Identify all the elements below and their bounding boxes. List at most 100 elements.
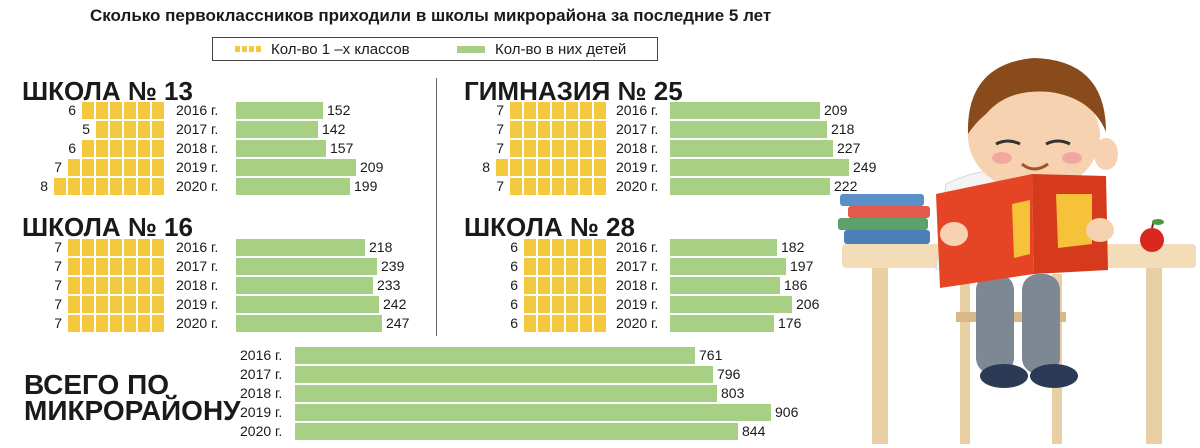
children-value-label: 206: [796, 296, 820, 312]
class-square: [152, 277, 164, 294]
year-label: 2016 г.: [240, 347, 283, 363]
class-square: [124, 258, 136, 275]
children-bar: [236, 277, 373, 294]
class-square: [152, 296, 164, 313]
children-bar: [236, 178, 350, 195]
class-square: [510, 159, 522, 176]
class-square: [138, 315, 150, 332]
year-label: 2019 г.: [240, 404, 283, 420]
class-square: [138, 159, 150, 176]
year-label: 2016 г.: [176, 102, 219, 118]
class-square: [110, 258, 122, 275]
children-bar: [236, 258, 377, 275]
class-square: [110, 277, 122, 294]
children-value-label: 186: [784, 277, 808, 293]
class-square: [580, 178, 592, 195]
class-count-label: 6: [510, 315, 518, 331]
class-square: [152, 140, 164, 157]
class-square: [566, 178, 578, 195]
class-square: [566, 102, 578, 119]
class-square: [110, 178, 122, 195]
class-square: [594, 140, 606, 157]
class-square: [580, 296, 592, 313]
class-count-label: 7: [54, 296, 62, 312]
children-bar: [670, 140, 833, 157]
class-square: [152, 178, 164, 195]
panel-heading: ШКОЛА № 13: [22, 76, 193, 106]
class-square: [524, 239, 536, 256]
class-square: [68, 159, 80, 176]
class-square: [566, 121, 578, 138]
class-square: [96, 296, 108, 313]
class-square: [524, 159, 536, 176]
class-square: [110, 239, 122, 256]
children-bar: [295, 423, 738, 440]
class-square: [510, 102, 522, 119]
children-value-label: 222: [834, 178, 858, 194]
children-value-label: 199: [354, 178, 378, 194]
class-square: [82, 258, 94, 275]
children-bar: [670, 178, 830, 195]
year-label: 2020 г.: [176, 315, 219, 331]
class-square: [538, 121, 550, 138]
class-square: [152, 159, 164, 176]
year-label: 2018 г.: [616, 140, 659, 156]
class-square: [538, 140, 550, 157]
class-count-label: 8: [40, 178, 48, 194]
year-label: 2020 г.: [176, 178, 219, 194]
class-square: [552, 102, 564, 119]
panel-heading: ШКОЛА № 28: [464, 212, 635, 242]
children-bar: [236, 296, 379, 313]
class-square: [96, 315, 108, 332]
class-square: [110, 102, 122, 119]
class-square: [566, 296, 578, 313]
children-value-label: 239: [381, 258, 405, 274]
class-square: [552, 277, 564, 294]
children-value-label: 242: [383, 296, 407, 312]
class-square: [68, 258, 80, 275]
class-square: [566, 258, 578, 275]
class-square: [138, 121, 150, 138]
class-square: [524, 102, 536, 119]
children-bar: [670, 296, 792, 313]
class-square: [552, 121, 564, 138]
class-square: [594, 121, 606, 138]
class-count-label: 7: [54, 277, 62, 293]
children-bar: [670, 239, 777, 256]
children-value-label: 227: [837, 140, 861, 156]
year-label: 2018 г.: [176, 140, 219, 156]
class-count-label: 7: [54, 258, 62, 274]
children-bar: [236, 140, 326, 157]
legend: Кол-во 1 –х классов Кол-во в них детей: [212, 37, 658, 61]
children-bar: [236, 315, 382, 332]
class-square: [524, 277, 536, 294]
class-square: [538, 296, 550, 313]
class-square: [524, 315, 536, 332]
class-count-label: 8: [482, 159, 490, 175]
class-square: [110, 159, 122, 176]
class-square: [96, 239, 108, 256]
children-value-label: 182: [781, 239, 805, 255]
class-square: [552, 315, 564, 332]
class-square: [138, 258, 150, 275]
class-square: [524, 178, 536, 195]
class-square: [152, 239, 164, 256]
legend-swatch-classes: [235, 46, 263, 52]
class-count-label: 6: [510, 258, 518, 274]
year-label: 2016 г.: [176, 239, 219, 255]
children-value-label: 803: [721, 385, 745, 401]
boy-reading-illustration: [838, 58, 1196, 444]
panel-heading: ШКОЛА № 16: [22, 212, 193, 242]
class-square: [96, 258, 108, 275]
class-count-label: 7: [54, 315, 62, 331]
class-square: [594, 159, 606, 176]
class-count-label: 6: [68, 102, 76, 118]
children-value-label: 796: [717, 366, 741, 382]
class-square: [538, 159, 550, 176]
class-square: [124, 102, 136, 119]
class-square: [110, 296, 122, 313]
children-value-label: 218: [831, 121, 855, 137]
class-square: [580, 121, 592, 138]
panel-divider: [436, 78, 437, 336]
children-bar: [670, 121, 827, 138]
